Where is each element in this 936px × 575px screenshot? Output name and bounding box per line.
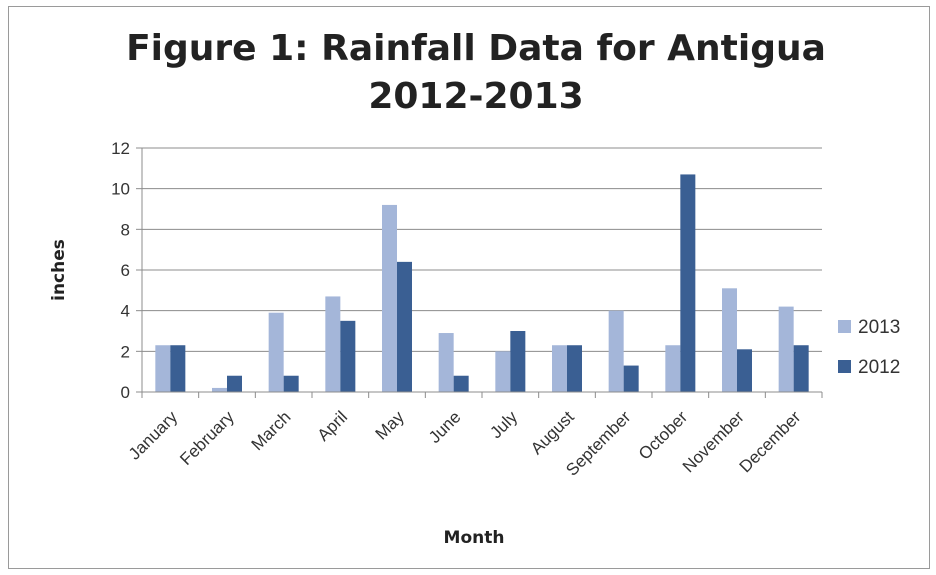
x-tick-label: July: [486, 407, 521, 442]
bar-2013-january: [155, 345, 171, 392]
bar-2012-september: [623, 365, 639, 392]
bar-2013-october: [665, 345, 681, 392]
x-tick-label: April: [314, 407, 351, 444]
bar-2012-april: [340, 320, 356, 392]
legend-swatch-2012: [838, 360, 851, 373]
x-tick-label: February: [176, 407, 238, 469]
chart-frame: [8, 6, 930, 569]
bar-2012-march: [283, 375, 299, 392]
x-tick-label: June: [425, 407, 465, 447]
y-tick-label: 2: [121, 342, 130, 361]
bar-2013-july: [495, 351, 511, 392]
bar-2013-september: [608, 310, 624, 392]
bar-2012-may: [397, 261, 412, 392]
bar-2012-november: [737, 349, 752, 392]
bar-2012-june: [453, 375, 469, 392]
bars: [155, 174, 809, 392]
chart-title-line1: Figure 1: Rainfall Data for Antigua: [126, 28, 826, 69]
y-tick-label: 6: [121, 261, 130, 280]
bar-2012-august: [567, 345, 582, 392]
bar-2013-february: [212, 387, 227, 392]
bar-2013-may: [382, 204, 397, 392]
bar-2012-october: [680, 174, 696, 392]
x-axis-title: Month: [444, 528, 505, 548]
x-tick-label: December: [736, 407, 805, 476]
y-tick-label: 4: [121, 302, 130, 321]
gridlines: [142, 147, 822, 352]
x-tick-label: May: [372, 407, 408, 443]
bar-2012-december: [793, 345, 809, 392]
x-tick-label: August: [527, 407, 578, 458]
legend-label-2012: 2012: [858, 357, 900, 378]
bar-2013-november: [722, 288, 737, 392]
legend: 2013 2012: [838, 317, 900, 378]
bar-2013-april: [325, 296, 341, 392]
y-tick-label: 0: [121, 383, 130, 402]
y-tick-label: 12: [111, 139, 130, 158]
x-tick-label: January: [125, 407, 182, 464]
y-tick-label: 8: [121, 220, 130, 239]
bar-2013-march: [268, 312, 284, 392]
legend-swatch-2013: [838, 320, 851, 333]
x-tick-label: March: [248, 407, 295, 454]
legend-label-2013: 2013: [858, 317, 900, 338]
chart-title-line2: 2012-2013: [368, 76, 583, 117]
bar-2013-august: [552, 345, 567, 392]
bar-2012-july: [510, 331, 526, 392]
bar-2013-june: [438, 333, 454, 392]
x-tick-label: October: [635, 407, 691, 463]
bar-2012-january: [170, 345, 186, 392]
y-tick-label: 10: [111, 180, 130, 199]
bar-2012-february: [227, 375, 242, 392]
bar-2013-december: [778, 306, 794, 392]
y-axis-title: inches: [49, 239, 69, 301]
